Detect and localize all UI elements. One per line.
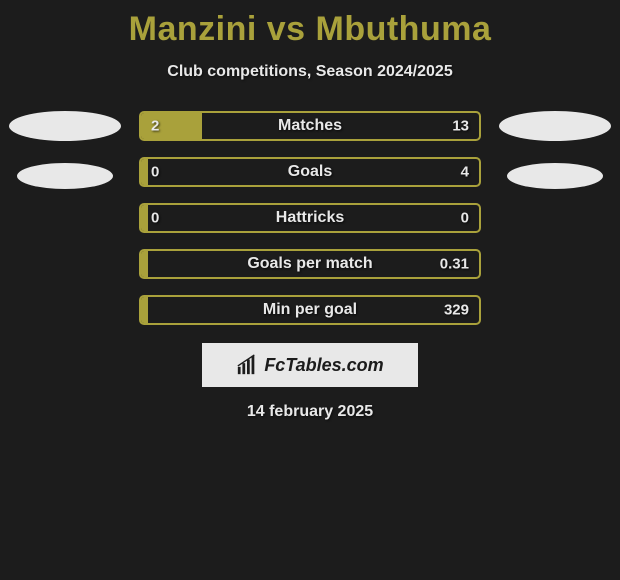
- brand-badge[interactable]: FcTables.com: [202, 343, 418, 387]
- stat-bar: Min per goal 329: [139, 295, 481, 325]
- player-oval-right-2: [507, 163, 603, 189]
- stat-label: Goals per match: [247, 255, 372, 273]
- stat-fill: [141, 159, 148, 185]
- stat-right-value: 13: [452, 118, 469, 135]
- right-ovals: [499, 111, 611, 189]
- stat-fill: [141, 297, 148, 323]
- stat-left-value: 0: [151, 164, 159, 181]
- left-ovals: [9, 111, 121, 189]
- date-text: 14 february 2025: [0, 403, 620, 421]
- player-oval-right-1: [499, 111, 611, 141]
- stat-right-value: 329: [444, 302, 469, 319]
- brand-text: FcTables.com: [264, 355, 383, 376]
- stat-label: Min per goal: [263, 301, 357, 319]
- chart-icon: [236, 354, 258, 376]
- stat-label: Matches: [278, 117, 342, 135]
- comparison-container: 2 Matches 13 0 Goals 4 0 Hattricks 0 Goa…: [0, 111, 620, 325]
- stat-bar: 2 Matches 13: [139, 111, 481, 141]
- stat-right-value: 4: [461, 164, 469, 181]
- player-oval-left-2: [17, 163, 113, 189]
- stat-right-value: 0.31: [440, 256, 469, 273]
- stat-right-value: 0: [461, 210, 469, 227]
- stat-label: Hattricks: [276, 209, 344, 227]
- stat-left-value: 2: [151, 118, 159, 135]
- stat-bar: Goals per match 0.31: [139, 249, 481, 279]
- stat-fill: [141, 205, 148, 231]
- page-title: Manzini vs Mbuthuma: [0, 0, 620, 49]
- stat-bar: 0 Hattricks 0: [139, 203, 481, 233]
- player-oval-left-1: [9, 111, 121, 141]
- stat-fill: [141, 251, 148, 277]
- stat-bars: 2 Matches 13 0 Goals 4 0 Hattricks 0 Goa…: [139, 111, 481, 325]
- stat-left-value: 0: [151, 210, 159, 227]
- subtitle: Club competitions, Season 2024/2025: [0, 63, 620, 81]
- stat-label: Goals: [288, 163, 332, 181]
- stat-bar: 0 Goals 4: [139, 157, 481, 187]
